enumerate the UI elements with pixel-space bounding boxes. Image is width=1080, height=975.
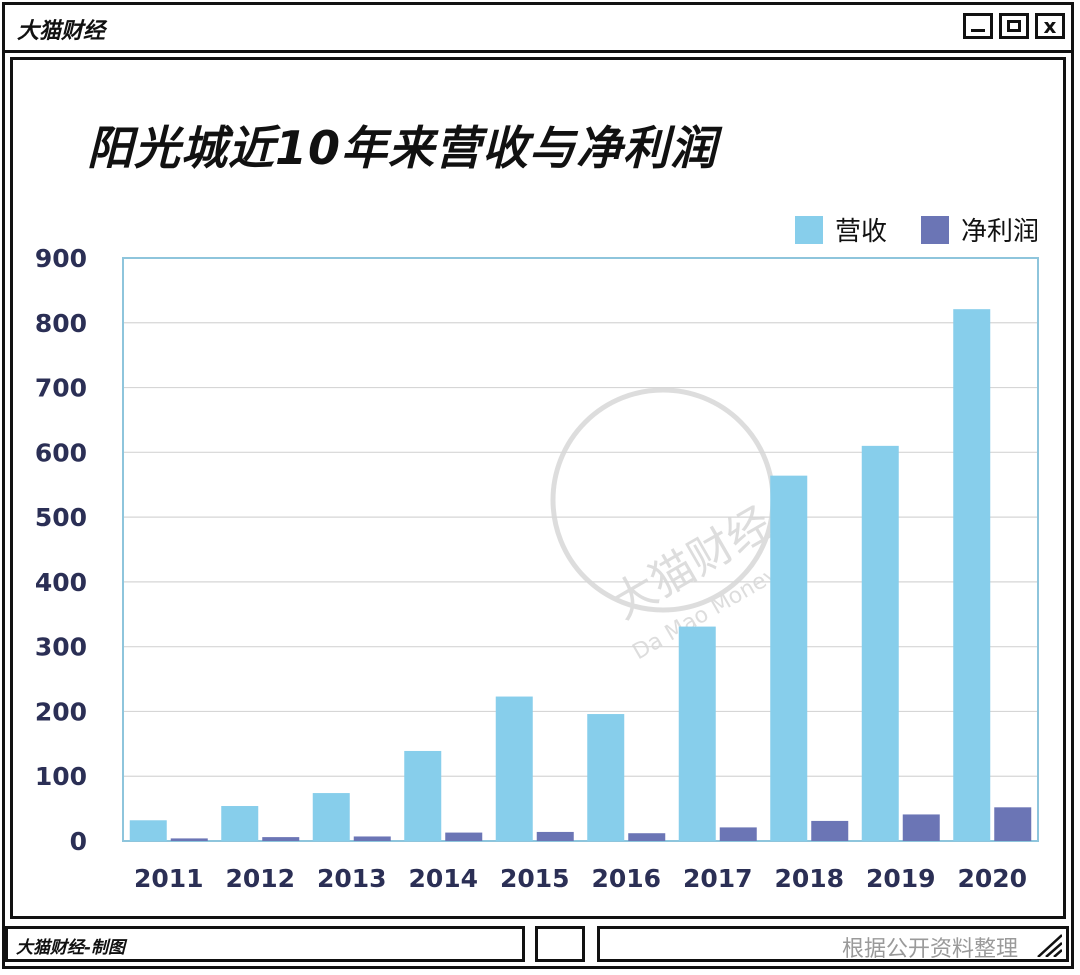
profit-bar <box>628 833 666 841</box>
y-tick-label: 0 <box>70 827 87 856</box>
profit-bar <box>445 832 483 841</box>
y-tick-label: 100 <box>35 762 87 791</box>
profit-bar <box>536 831 574 841</box>
y-tick-label: 800 <box>35 309 87 338</box>
minimize-button[interactable] <box>963 13 993 39</box>
revenue-bar <box>495 696 533 841</box>
revenue-bar <box>861 445 899 841</box>
profit-bar <box>170 838 208 841</box>
close-button[interactable]: x <box>1035 13 1065 39</box>
minimize-icon <box>971 29 985 32</box>
x-tick-label: 2011 <box>134 864 204 893</box>
x-tick-label: 2012 <box>225 864 295 893</box>
profit-bar <box>353 836 391 841</box>
legend-revenue-label: 营收 <box>835 217 887 247</box>
revenue-bar <box>129 820 167 841</box>
y-tick-label: 200 <box>35 697 87 726</box>
revenue-bar <box>953 309 991 841</box>
x-tick-label: 2015 <box>500 864 570 893</box>
maximize-icon <box>1007 20 1021 32</box>
x-tick-label: 2017 <box>683 864 753 893</box>
footer-source-box: 根据公开资料整理 <box>597 926 1069 962</box>
revenue-bar <box>770 475 808 841</box>
maximize-button[interactable] <box>999 13 1029 39</box>
y-tick-label: 700 <box>35 374 87 403</box>
app-title: 大猫财经 <box>17 19 106 44</box>
title-bar: 大猫财经 x <box>5 5 1071 53</box>
footer-middle-box <box>535 926 585 962</box>
chart-title: 阳光城近10年来营收与净利润 <box>87 121 718 175</box>
y-tick-label: 500 <box>35 503 87 532</box>
x-tick-label: 2013 <box>317 864 387 893</box>
footer-credit-box: 大猫财经-制图 <box>5 926 525 962</box>
y-tick-label: 400 <box>35 568 87 597</box>
resize-grip-icon[interactable] <box>1032 933 1062 957</box>
profit-bar <box>994 807 1032 841</box>
x-tick-label: 2018 <box>774 864 844 893</box>
y-tick-label: 600 <box>35 438 87 467</box>
x-tick-label: 2014 <box>408 864 478 893</box>
footer-source: 根据公开资料整理 <box>841 937 1018 962</box>
x-tick-label: 2020 <box>957 864 1027 893</box>
profit-bar <box>719 827 757 841</box>
legend-profit-label: 净利润 <box>961 217 1039 247</box>
revenue-bar <box>678 626 716 841</box>
profit-bar <box>902 814 940 841</box>
profit-bar <box>262 837 300 841</box>
x-tick-label: 2019 <box>866 864 936 893</box>
close-icon: x <box>1043 14 1057 38</box>
legend-profit-swatch <box>921 216 949 244</box>
profit-bar <box>811 820 849 841</box>
y-tick-label: 900 <box>35 244 87 273</box>
x-tick-label: 2016 <box>591 864 661 893</box>
y-tick-label: 300 <box>35 633 87 662</box>
plot-border <box>122 257 1039 842</box>
chart-panel: 阳光城近10年来营收与净利润 大猫财经 Da Mao Money 0 100 200 30… <box>10 57 1066 919</box>
revenue-bar <box>587 714 625 841</box>
revenue-bar <box>221 806 259 841</box>
footer-credit: 大猫财经-制图 <box>16 938 126 958</box>
revenue-bar <box>404 750 442 841</box>
window-controls: x <box>963 13 1065 39</box>
revenue-bar <box>312 793 350 841</box>
legend-revenue-swatch <box>795 216 823 244</box>
